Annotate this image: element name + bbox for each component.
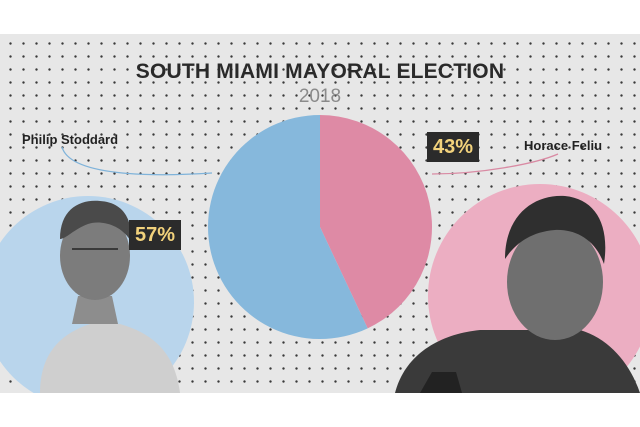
pie-slices xyxy=(208,115,433,339)
chart-subtitle: 2018 xyxy=(298,86,342,107)
pie-chart xyxy=(0,115,640,393)
right-candidate-photo xyxy=(395,195,640,393)
chart-title: SOUTH MIAMI MAYORAL ELECTION xyxy=(135,60,505,83)
pie-slice-stoddard xyxy=(208,115,368,339)
candidate-name-stoddard: Philip Stoddard xyxy=(22,132,119,147)
left-candidate-photo xyxy=(40,200,180,393)
left-connector-line xyxy=(61,146,213,176)
pie-slice-feliu xyxy=(320,115,433,329)
data-label-feliu: 43% xyxy=(427,132,480,162)
right-connector-line xyxy=(431,153,559,175)
data-label-stoddard: 57% xyxy=(129,220,182,250)
election-graphic: SOUTH MIAMI MAYORAL ELECTION 2018 Philip… xyxy=(0,34,640,393)
candidate-name-feliu: Horace Feliu xyxy=(524,138,603,153)
